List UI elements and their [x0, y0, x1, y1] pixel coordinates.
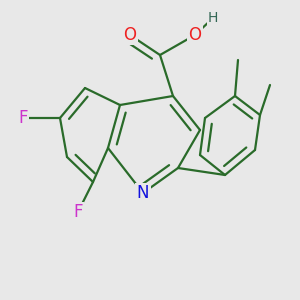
Text: F: F — [73, 203, 83, 221]
Text: O: O — [124, 26, 136, 44]
Text: F: F — [19, 109, 28, 127]
Text: N: N — [137, 184, 149, 202]
Text: H: H — [208, 11, 218, 25]
Text: O: O — [188, 26, 202, 44]
